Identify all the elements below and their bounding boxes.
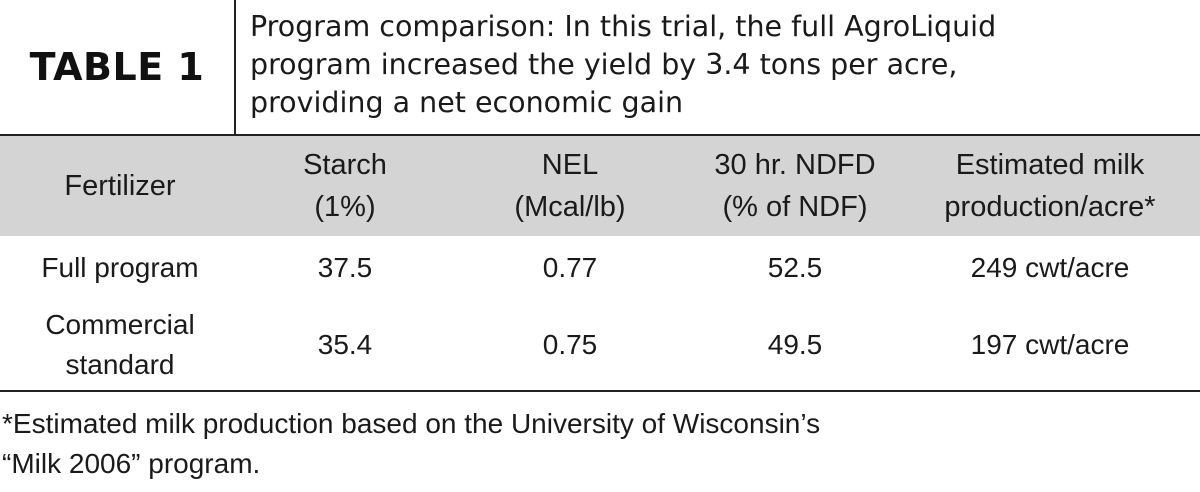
table-row: Full program 37.5 0.77 52.5 249 cwt/acre [0, 236, 1200, 300]
column-header-nel: NEL (Mcal/lb) [514, 149, 626, 223]
cell-fertilizer: Full program [41, 252, 199, 283]
cell-starch: 37.5 [317, 252, 373, 283]
cell-ndfd: 49.5 [767, 329, 823, 360]
column-header-starch: Starch (1%) [303, 149, 387, 223]
cell-nel: 0.75 [542, 329, 598, 360]
column-header-ndfd: 30 hr. NDFD (% of NDF) [714, 149, 876, 223]
cell-nel: 0.77 [542, 252, 598, 283]
table-title-row: TABLE 1 Program comparison: In this tria… [0, 0, 1200, 136]
column-header-fertilizer: Fertilizer [64, 170, 176, 202]
cell-milk-production: 197 cwt/acre [970, 329, 1130, 360]
cell-fertilizer: Commercial standard [45, 309, 195, 380]
title-divider [234, 0, 236, 134]
table-number-label: TABLE 1 [29, 45, 205, 89]
cell-milk-production: 249 cwt/acre [970, 252, 1130, 283]
table-caption: Program comparison: In this trial, the f… [250, 10, 997, 119]
table-footnote: *Estimated milk production based on the … [2, 408, 821, 479]
cell-ndfd: 52.5 [767, 252, 823, 283]
cell-starch: 35.4 [317, 329, 373, 360]
column-header-milk-production: Estimated milk production/acre* [944, 149, 1156, 223]
table-row: Commercial standard 35.4 0.75 49.5 197 c… [0, 300, 1200, 392]
table-header-row: Fertilizer Starch (1%) NEL (Mcal/lb) 30 … [0, 136, 1200, 236]
